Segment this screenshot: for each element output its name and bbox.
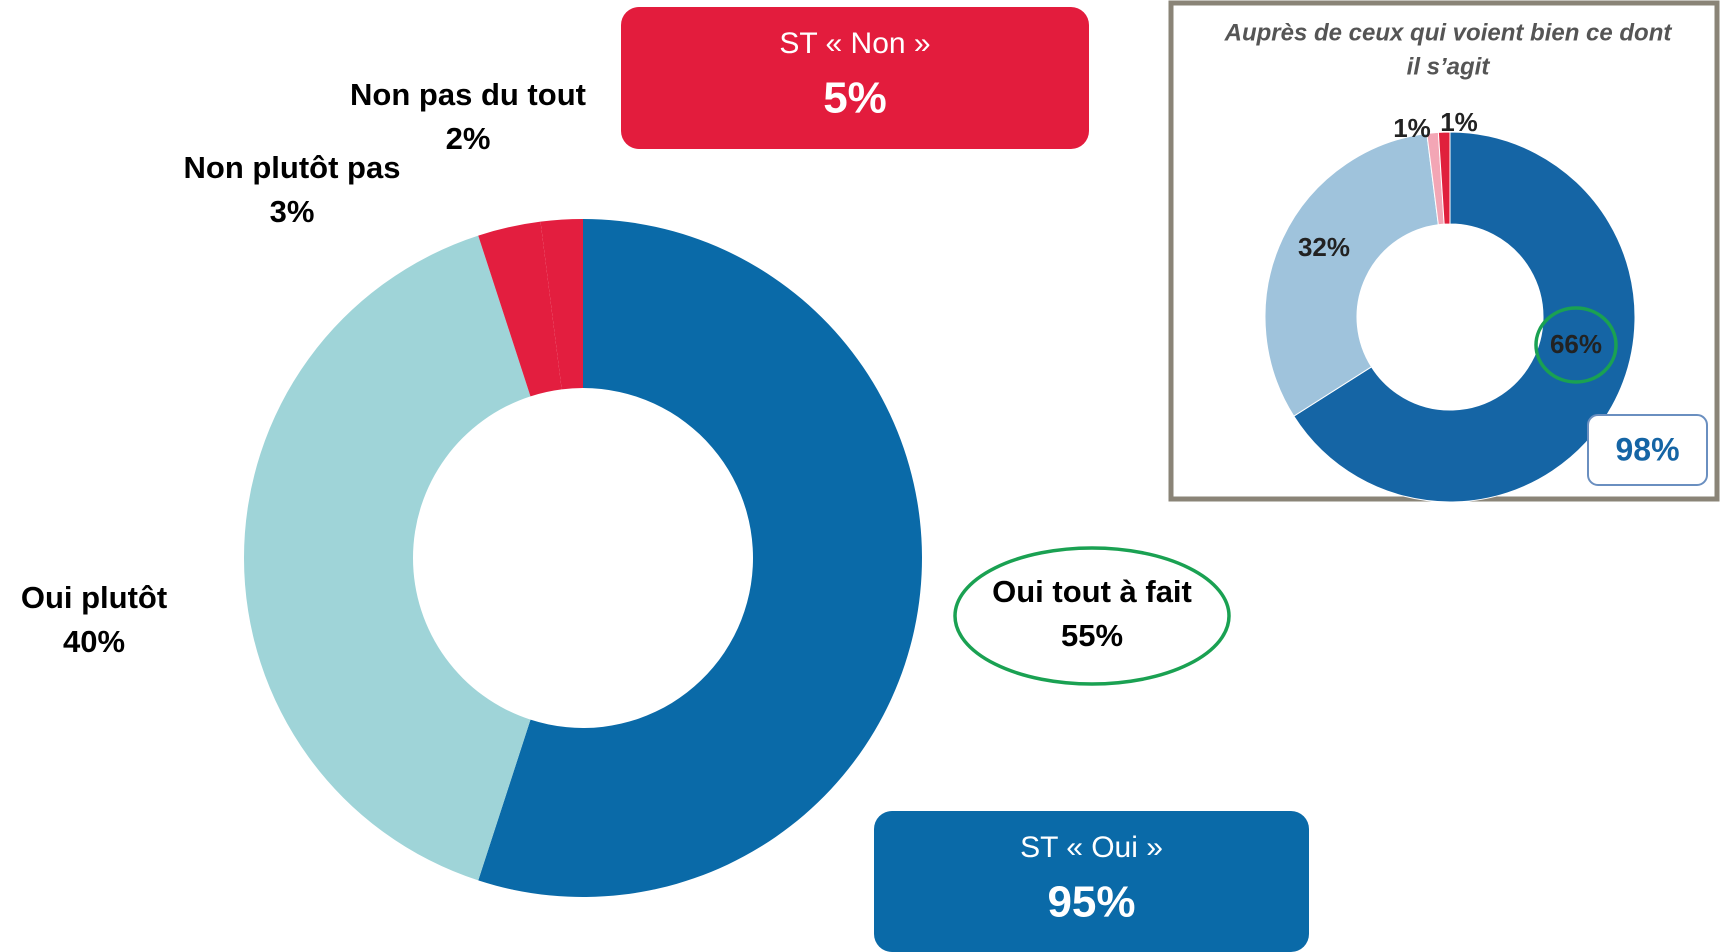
slice-label: Oui tout à fait (992, 574, 1192, 609)
donut-slice (243, 235, 531, 881)
slice-value: 66% (1550, 329, 1602, 359)
summary-title: ST « Oui » (1020, 831, 1163, 864)
slice-label: Oui plutôt (21, 580, 167, 615)
inset-title: Auprès de ceux qui voient bien ce dont (1224, 19, 1673, 46)
summary-box (1587, 414, 1708, 486)
summary-box (874, 811, 1309, 952)
slice-value: 2% (446, 121, 491, 156)
slice-value: 3% (270, 194, 315, 229)
donut-slice (1293, 131, 1636, 503)
donut-slice (540, 219, 583, 390)
slice-value: 55% (1061, 618, 1123, 653)
slice-label: Non pas du tout (350, 77, 586, 112)
slice-label: Non plutôt pas (184, 150, 401, 185)
donut-slice (1437, 131, 1451, 225)
summary-value: 98% (1615, 431, 1679, 467)
donut-slice (478, 221, 562, 397)
inset-title: il s’agit (1407, 53, 1491, 80)
summary-title: ST « Non » (779, 27, 930, 60)
slice-value: 1% (1393, 113, 1431, 143)
slice-value: 40% (63, 624, 125, 659)
donut-slice (478, 219, 922, 898)
highlight-ellipse (953, 546, 1231, 686)
summary-value: 95% (1047, 878, 1135, 927)
slice-value: 32% (1298, 232, 1350, 262)
summary-box (621, 7, 1089, 149)
highlight-ellipse (1534, 306, 1618, 384)
summary-value: 5% (823, 74, 887, 123)
slice-value: 1% (1440, 107, 1478, 137)
donut-slice (1264, 132, 1439, 417)
